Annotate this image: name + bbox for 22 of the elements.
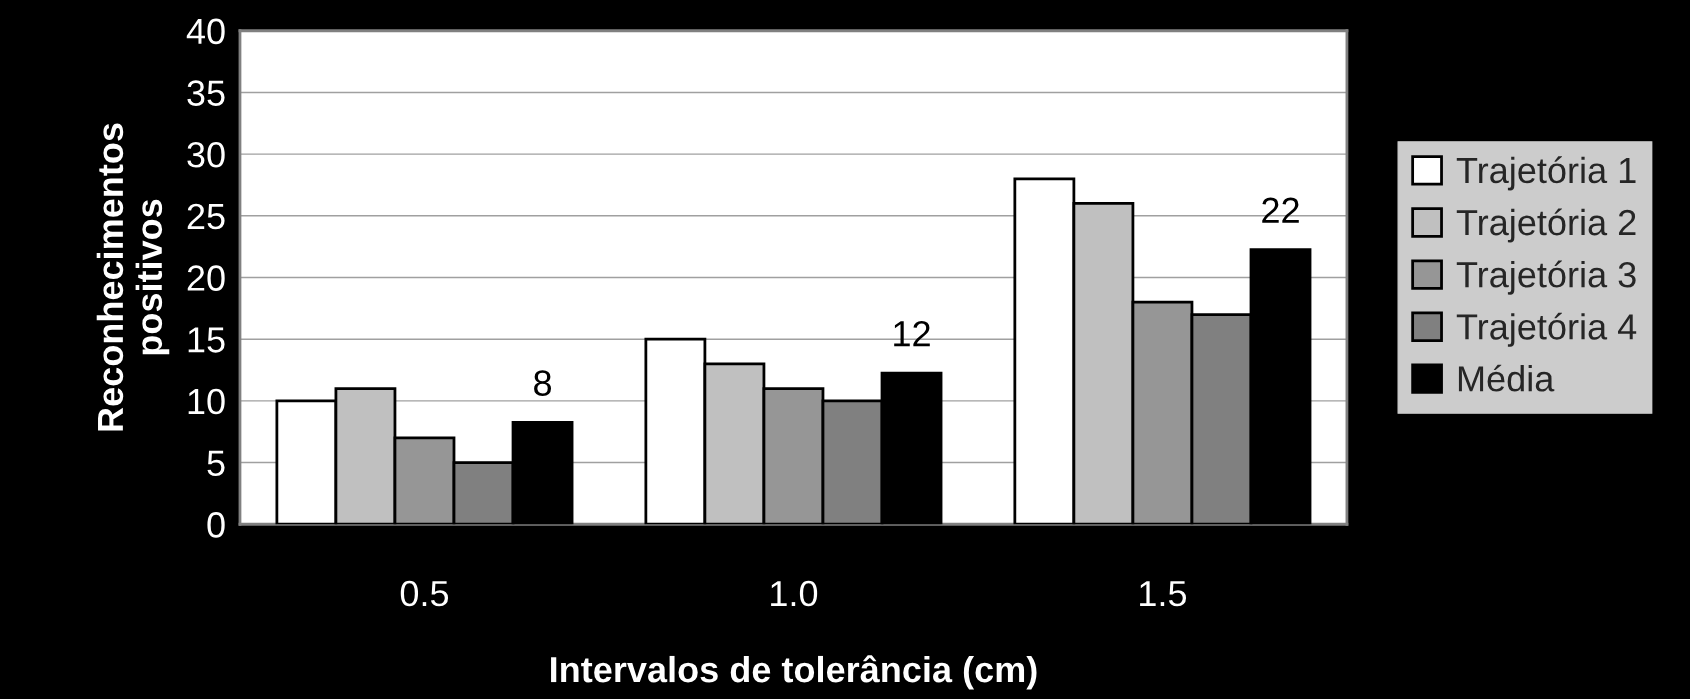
data-label: 12 <box>894 320 930 347</box>
x-tick-label: 1.5 <box>1140 581 1187 607</box>
y-tick-label: 30 <box>187 142 225 168</box>
data-label: 22 <box>1262 197 1299 223</box>
x-tick-label: 0.5 <box>400 580 449 607</box>
y-tick-label: 10 <box>188 388 225 415</box>
data-label: 8 <box>534 370 552 396</box>
legend-label: Trajetória 4 <box>1456 312 1637 347</box>
y-tick-label: 25 <box>187 203 225 230</box>
legend-label: Média <box>1458 364 1555 392</box>
y-tick-label: 15 <box>188 327 225 353</box>
x-axis-title: Intervalos de tolerância (cm) <box>551 655 1037 690</box>
y-tick-label: 40 <box>186 18 225 45</box>
y-axis-title: Reconhecimentos positivos <box>96 123 170 431</box>
legend-label: Trajetória 1 <box>1456 156 1636 191</box>
y-tick-label: 0 <box>207 512 225 538</box>
y-tick-label: 20 <box>187 265 225 291</box>
legend-label: Trajetória 3 <box>1456 260 1636 295</box>
legend-label: Trajetória 2 <box>1456 208 1636 243</box>
x-tick-label: 1.0 <box>771 580 818 607</box>
y-tick-label: 5 <box>207 450 225 476</box>
y-tick-label: 35 <box>187 80 225 106</box>
